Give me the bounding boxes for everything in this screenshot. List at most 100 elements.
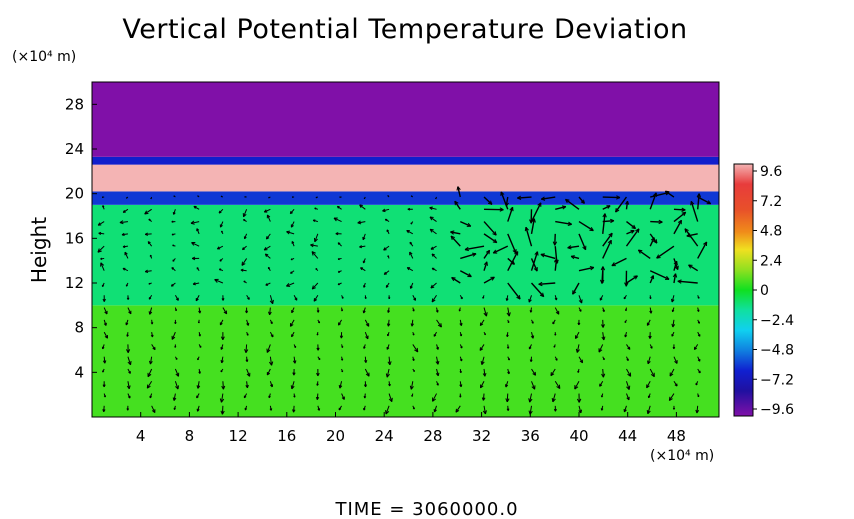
wind-vector-head	[219, 398, 222, 403]
wind-vector-head	[568, 221, 572, 225]
wind-vector-head	[517, 197, 522, 200]
wind-vector-head	[315, 267, 318, 270]
wind-vector-head	[103, 323, 107, 326]
wind-vector	[313, 295, 319, 302]
wind-vector	[554, 381, 561, 389]
wind-vector-head	[450, 235, 456, 239]
colorbar-tick-label: −9.6	[760, 402, 794, 418]
wind-vector-head	[340, 358, 343, 361]
wind-vector	[483, 249, 491, 259]
wind-vector-head	[485, 249, 490, 253]
wind-vector	[191, 242, 200, 247]
wind-vector-head	[341, 370, 343, 373]
wind-vector-head	[292, 372, 295, 376]
wind-vector-head	[653, 240, 658, 244]
wind-vector-head	[572, 291, 577, 295]
wind-vector-head	[666, 275, 670, 280]
wind-vector-head	[450, 230, 455, 233]
wind-vector-head	[290, 258, 293, 260]
wind-vector-head	[492, 233, 497, 236]
wind-vector-head	[130, 360, 132, 365]
wind-vector-head	[147, 373, 152, 378]
wind-vector	[578, 233, 587, 250]
wind-vector-head	[216, 246, 220, 250]
wind-vector	[480, 381, 485, 389]
wind-vector	[454, 200, 461, 210]
wind-vector	[190, 221, 200, 224]
wind-vector-head	[539, 294, 544, 298]
wind-vector-head	[698, 193, 702, 198]
wind-vector	[333, 217, 342, 223]
wind-vector-head	[454, 200, 459, 204]
wind-vector-head	[337, 257, 340, 260]
wind-vector-head	[127, 396, 131, 399]
wind-vector-head	[601, 336, 605, 341]
wind-vector-head	[616, 195, 621, 199]
wind-vector	[576, 344, 580, 353]
wind-vector	[127, 381, 130, 389]
wind-vector	[601, 270, 604, 284]
wind-vector-head	[538, 281, 543, 285]
wind-vector	[388, 393, 393, 402]
wind-vector-head	[626, 386, 630, 390]
wind-vector	[505, 196, 509, 207]
wind-vector-head	[554, 333, 556, 336]
wind-vector-head	[697, 297, 700, 299]
wind-vector	[263, 245, 271, 251]
wind-vector-head	[199, 346, 202, 348]
wind-vector	[626, 368, 632, 377]
wind-vector-head	[270, 335, 274, 338]
wind-vector-head	[650, 346, 653, 349]
wind-vector-head	[483, 312, 487, 317]
wind-vector-head	[537, 251, 539, 256]
wind-vector-head	[472, 253, 477, 257]
wind-vector	[436, 368, 439, 376]
wind-vector	[555, 205, 567, 210]
wind-vector-head	[388, 398, 393, 403]
wind-vector-head	[602, 266, 606, 271]
wind-vector	[310, 244, 318, 247]
wind-vector	[429, 228, 437, 235]
wind-vector	[147, 368, 153, 377]
wind-vector-head	[635, 228, 640, 232]
wind-vector-head	[341, 297, 344, 299]
wind-vector-head	[174, 346, 176, 348]
wind-vector	[481, 356, 485, 365]
wind-vector-head	[499, 207, 504, 211]
wind-vector-head	[530, 219, 534, 224]
wind-vector	[171, 331, 176, 340]
wind-vector-head	[317, 321, 320, 324]
wind-vector-head	[97, 222, 101, 226]
x-unit-label: (×10⁴ m)	[650, 448, 714, 464]
wind-vector-head	[505, 298, 508, 301]
x-tick-label: 24	[375, 427, 394, 445]
wind-vector	[314, 233, 319, 242]
wind-vector-head	[245, 359, 248, 363]
wind-vector-head	[696, 193, 700, 198]
wind-vector-head	[509, 206, 513, 211]
wind-vector-head	[506, 408, 509, 411]
wind-vector-head	[599, 279, 603, 284]
wind-vector-head	[126, 297, 129, 300]
wind-vector-head	[311, 285, 314, 290]
wind-vector-head	[383, 271, 386, 275]
wind-vector	[602, 232, 613, 247]
wind-vector-head	[554, 259, 558, 264]
wind-vector-head	[240, 268, 244, 271]
wind-vector-head	[432, 398, 437, 402]
y-unit-label: (×10⁴ m)	[12, 49, 76, 65]
wind-vector	[574, 381, 580, 390]
wind-vector-head	[340, 309, 343, 312]
wind-vector-head	[241, 247, 244, 250]
wind-vector-head	[270, 322, 273, 325]
wind-vector-head	[582, 246, 586, 251]
wind-vector-head	[517, 195, 522, 199]
wind-vector	[673, 258, 679, 270]
wind-vector	[460, 253, 477, 260]
wind-vector	[697, 196, 712, 205]
wind-vector-head	[552, 241, 556, 246]
wind-vector-head	[429, 216, 434, 219]
wind-vector-head	[627, 347, 631, 350]
wind-vector	[266, 344, 271, 353]
wind-vector-head	[671, 298, 673, 303]
